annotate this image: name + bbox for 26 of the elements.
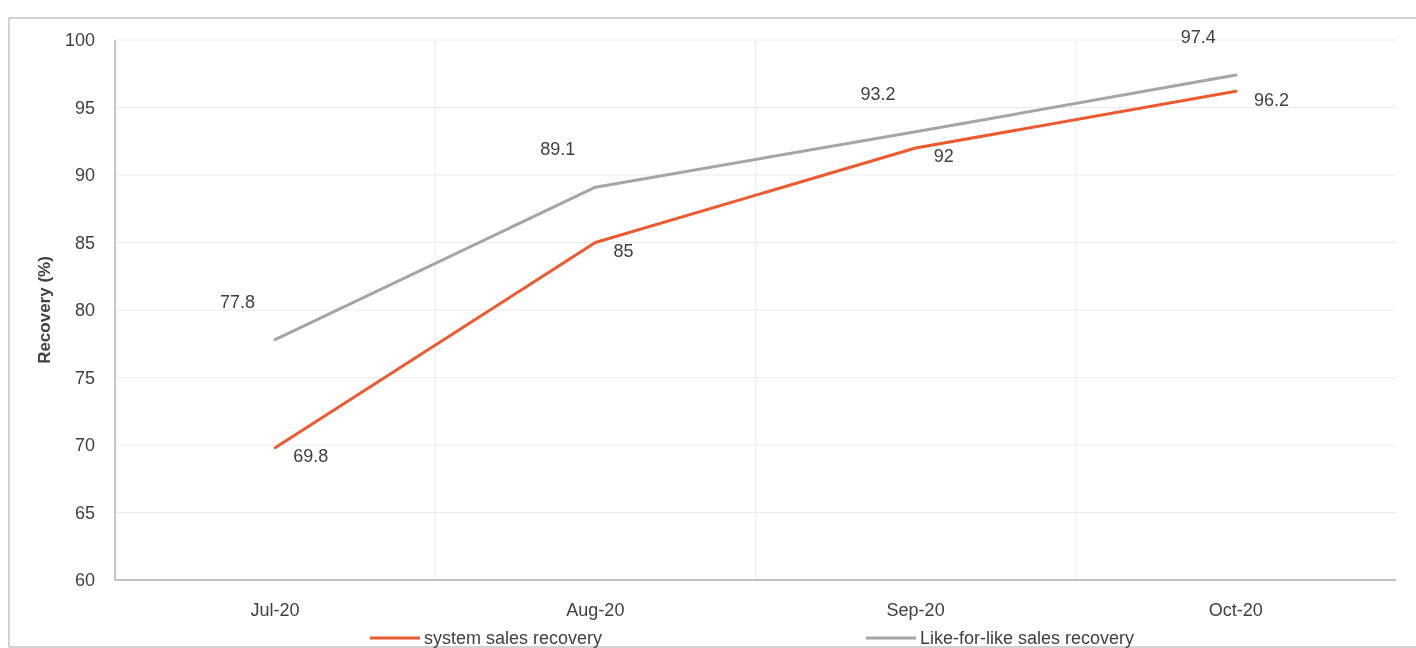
y-axis-title: Recovery (%) bbox=[35, 256, 54, 364]
legend-label: Like-for-like sales recovery bbox=[920, 628, 1135, 648]
y-tick-label: 90 bbox=[74, 165, 95, 186]
y-tick-label: 100 bbox=[64, 30, 95, 51]
data-label: 89.1 bbox=[540, 139, 576, 160]
data-label: 85 bbox=[613, 240, 634, 261]
x-tick-label: Jul-20 bbox=[250, 600, 300, 621]
y-tick-label: 85 bbox=[74, 232, 95, 253]
data-label: 96.2 bbox=[1253, 89, 1289, 110]
y-tick-label: 75 bbox=[74, 367, 95, 388]
line-series bbox=[273, 73, 1238, 342]
y-tick-label: 95 bbox=[74, 97, 95, 118]
data-label: 77.8 bbox=[220, 292, 256, 312]
y-tick-label: 60 bbox=[74, 570, 95, 591]
y-tick-label: 65 bbox=[74, 502, 95, 523]
data-label: 97.4 bbox=[1180, 27, 1216, 48]
data-label: 93.2 bbox=[860, 84, 896, 105]
line-series bbox=[273, 89, 1238, 450]
x-tick-label: Sep-20 bbox=[886, 600, 945, 621]
x-tick-label: Aug-20 bbox=[566, 600, 625, 621]
legend-label: system sales recovery bbox=[424, 628, 603, 648]
y-tick-label: 80 bbox=[74, 300, 95, 321]
data-label: 92 bbox=[933, 146, 954, 167]
y-tick-label: 70 bbox=[74, 435, 95, 456]
x-tick-label: Oct-20 bbox=[1208, 600, 1263, 621]
data-label: 69.8 bbox=[293, 446, 329, 466]
